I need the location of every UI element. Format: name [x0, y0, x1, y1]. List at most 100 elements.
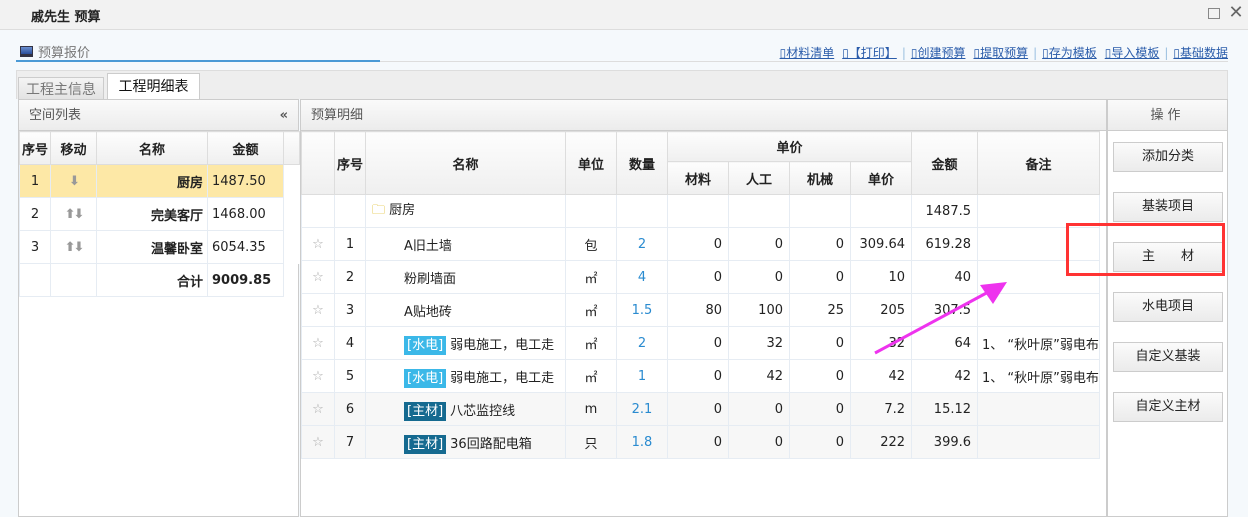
budget-row[interactable]: ☆ 5 [水电] 弱电施工，电工走 ㎡ 1 0 42 0 42 42 1、 “秋叶… — [301, 359, 1101, 393]
amount: 399.6 — [911, 425, 979, 459]
budget-row[interactable]: ☆ 6 [主材] 八芯监控线 m 2.1 0 0 0 7.2 15.12 — [301, 392, 1101, 426]
op-button[interactable]: 主 材 — [1113, 242, 1223, 272]
star-icon[interactable]: ☆ — [301, 326, 335, 360]
toolbar-link[interactable]: ▯提取预算 — [973, 46, 1029, 60]
unit: m — [565, 392, 617, 426]
unit-price: 309.64 — [849, 227, 913, 261]
op-button[interactable]: 基装项目 — [1113, 192, 1223, 222]
space-amount: 6054.35 — [207, 230, 284, 264]
star-icon[interactable]: ☆ — [301, 227, 335, 261]
labor-price: 0 — [728, 425, 790, 459]
machine-price: 0 — [789, 260, 851, 294]
row-no: 7 — [334, 425, 366, 459]
space-row[interactable]: 2 ⬆⬇ 完美客厅 1468.00 — [19, 197, 300, 231]
move-arrows-icon[interactable]: ⬆⬇ — [50, 230, 97, 264]
remark: 1、 “秋叶原”弱电布 — [977, 326, 1101, 360]
col-machine: 机械 — [789, 161, 851, 195]
toolbar-link[interactable]: ▯创建预算 — [910, 46, 966, 60]
link-separator: | — [901, 45, 906, 60]
toolbar-link[interactable]: ▯【打印】 — [842, 46, 897, 60]
toolbar-link[interactable]: ▯基础数据 — [1173, 46, 1228, 60]
maximize-button[interactable] — [1206, 5, 1222, 21]
col-material: 材料 — [667, 161, 729, 195]
operations-header: 操作 — [1108, 100, 1227, 131]
link-separator: | — [1164, 45, 1169, 60]
toolbar-link[interactable]: ▯导入模板 — [1104, 46, 1160, 60]
quantity[interactable]: 2 — [616, 326, 668, 360]
space-name: 厨房 — [96, 164, 208, 198]
item-name-cell: [水电] 弱电施工，电工走 — [365, 359, 566, 393]
star-icon[interactable]: ☆ — [301, 359, 335, 393]
remark — [977, 392, 1101, 426]
col-amount: 金额 — [911, 131, 979, 195]
window-title: 戚先生 预算 — [31, 10, 101, 25]
op-button[interactable]: 水电项目 — [1113, 292, 1223, 322]
space-amount: 1487.50 — [207, 164, 284, 198]
op-button[interactable]: 自定义主材 — [1113, 392, 1223, 422]
budget-row[interactable]: ☆ 4 [水电] 弱电施工，电工走 ㎡ 2 0 32 0 32 64 1、 “秋叶… — [301, 326, 1101, 360]
op-button[interactable]: 自定义基装 — [1113, 342, 1223, 372]
computer-icon — [20, 46, 33, 57]
total-label: 合计 — [96, 263, 208, 297]
material-price: 0 — [667, 326, 729, 360]
toolbar-link[interactable]: ▯材料清单 — [779, 46, 835, 60]
space-row[interactable]: 1 ⬇ 厨房 1487.50 — [19, 164, 300, 198]
budget-row[interactable]: ☆ 2 粉刷墙面 ㎡ 4 0 0 0 10 40 — [301, 260, 1101, 294]
budget-row[interactable]: ☆ 3 A贴地砖 ㎡ 1.5 80 100 25 205 307.5 — [301, 293, 1101, 327]
item-name: 弱电施工，电工走 — [450, 337, 555, 353]
move-arrows-icon[interactable]: ⬆⬇ — [50, 197, 97, 231]
unit-price: 205 — [849, 293, 913, 327]
toolbar-link[interactable]: ▯存为模板 — [1042, 46, 1097, 60]
star-icon[interactable]: ☆ — [301, 260, 335, 294]
category-tag: [水电] — [404, 335, 447, 355]
budget-row[interactable]: ☆ 1 A旧土墙 包 2 0 0 0 309.64 619.28 — [301, 227, 1101, 261]
col-unit: 单位 — [565, 131, 617, 195]
amount: 64 — [911, 326, 979, 360]
star-icon[interactable]: ☆ — [301, 293, 335, 327]
collapse-icon[interactable]: « — [279, 108, 288, 123]
amount: 15.12 — [911, 392, 979, 426]
item-name-cell: [主材] 八芯监控线 — [365, 392, 566, 426]
item-name-cell: A旧土墙 — [365, 227, 566, 261]
budget-row[interactable]: ☆ 7 [主材] 36回路配电箱 只 1.8 0 0 0 222 399.6 — [301, 425, 1101, 459]
space-list-header: 空间列表 « — [19, 100, 298, 131]
group-row[interactable]: 🗀 厨房 1487.5 — [301, 194, 1101, 228]
space-no: 1 — [19, 164, 51, 198]
space-row[interactable]: 3 ⬆⬇ 温馨卧室 6054.35 — [19, 230, 300, 264]
maximize-icon — [1208, 8, 1220, 19]
space-col: 名称 — [96, 131, 208, 165]
star-icon[interactable]: ☆ — [301, 392, 335, 426]
quantity[interactable]: 1 — [616, 359, 668, 393]
quantity[interactable]: 2.1 — [616, 392, 668, 426]
star-icon[interactable]: ☆ — [301, 425, 335, 459]
unit: ㎡ — [565, 359, 617, 393]
quantity[interactable]: 1.5 — [616, 293, 668, 327]
labor-price: 42 — [728, 359, 790, 393]
quantity[interactable]: 4 — [616, 260, 668, 294]
row-no: 5 — [334, 359, 366, 393]
item-name: A贴地砖 — [404, 304, 452, 320]
remark — [977, 293, 1101, 327]
machine-price: 0 — [789, 359, 851, 393]
op-button[interactable]: 添加分类 — [1113, 142, 1223, 172]
machine-price: 0 — [789, 425, 851, 459]
budget-detail-title: 预算明细 — [311, 108, 364, 123]
move-arrows-icon[interactable]: ⬇ — [50, 164, 97, 198]
quantity[interactable]: 2 — [616, 227, 668, 261]
tab-project-detail[interactable]: 工程明细表 — [107, 73, 200, 100]
close-button[interactable]: ✕ — [1228, 2, 1244, 23]
material-price: 0 — [667, 392, 729, 426]
budget-table: 序号 名称 单位 数量 单价 金额 备注 材料 人工 机械 单价 🗀 厨房 14… — [301, 131, 1101, 459]
col-no: 序号 — [334, 131, 366, 195]
quantity[interactable]: 1.8 — [616, 425, 668, 459]
col-price-group: 单价 — [666, 131, 913, 162]
toolbar-links: ▯材料清单 ▯【打印】 | ▯创建预算 ▯提取预算 | ▯存为模板 ▯导入模板 | ▯基础数据 — [780, 44, 1228, 61]
row-no: 6 — [334, 392, 366, 426]
tab-project-info[interactable]: 工程主信息 — [18, 77, 104, 99]
col-qty: 数量 — [616, 131, 668, 195]
labor-price: 0 — [728, 227, 790, 261]
budget-detail-panel: 预算明细 序号 名称 单位 数量 单价 金额 备注 材料 人工 机械 单价 — [300, 99, 1107, 517]
unit: ㎡ — [565, 293, 617, 327]
space-amount: 1468.00 — [207, 197, 284, 231]
space-no: 2 — [19, 197, 51, 231]
